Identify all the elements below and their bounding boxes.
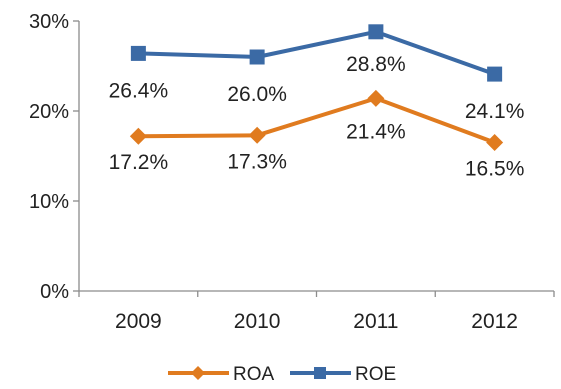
x-tick-label: 2009 (115, 310, 162, 333)
data-label-roa: 17.2% (109, 151, 169, 174)
data-label-roe: 26.0% (227, 83, 287, 106)
legend-swatch-marker (314, 367, 326, 379)
y-axis-ticks: 0% 10% 20% 30% (29, 11, 79, 303)
x-tick-label: 2011 (353, 310, 398, 333)
x-tick-label: 2010 (234, 310, 281, 333)
data-label-roa: 16.5% (465, 158, 525, 181)
legend-label: ROA (233, 364, 275, 385)
series-line-roa (138, 96, 496, 145)
legend-item-roe: ROE (290, 364, 396, 385)
data-point-roe (249, 49, 265, 65)
x-tick-label: 2012 (471, 310, 518, 333)
data-label-roe: 28.8% (346, 53, 406, 76)
data-point-roe (130, 45, 146, 61)
data-label-roe: 24.1% (465, 100, 525, 123)
legend-swatch-marker (191, 366, 205, 380)
data-point-roa (486, 134, 504, 151)
data-labels: 17.2% 17.3% 21.4% 16.5% 26.4% 26.0% 28.8% 24.1% (109, 53, 525, 181)
series-line-roe (138, 29, 496, 76)
series-roa (129, 89, 504, 151)
data-point-roa (248, 126, 266, 144)
y-tick-label: 30% (29, 11, 69, 33)
data-label-roa: 21.4% (346, 120, 406, 143)
data-point-roa (129, 127, 147, 145)
legend-label: ROE (355, 364, 396, 385)
data-point-roa (367, 89, 385, 107)
y-tick-label: 20% (29, 101, 69, 123)
y-tick-label: 0% (40, 281, 69, 303)
x-axis-ticks: 2009 2010 2011 2012 (78, 291, 555, 333)
legend-item-roa: ROA (168, 364, 275, 385)
series-roe (130, 24, 503, 82)
y-tick-label: 10% (29, 191, 69, 213)
data-label-roe: 26.4% (109, 79, 169, 102)
data-label-roa: 17.3% (227, 150, 287, 173)
data-point-roe (487, 66, 503, 82)
legend: ROA ROE (168, 364, 396, 385)
series-group (129, 24, 504, 151)
data-point-roe (368, 24, 384, 40)
